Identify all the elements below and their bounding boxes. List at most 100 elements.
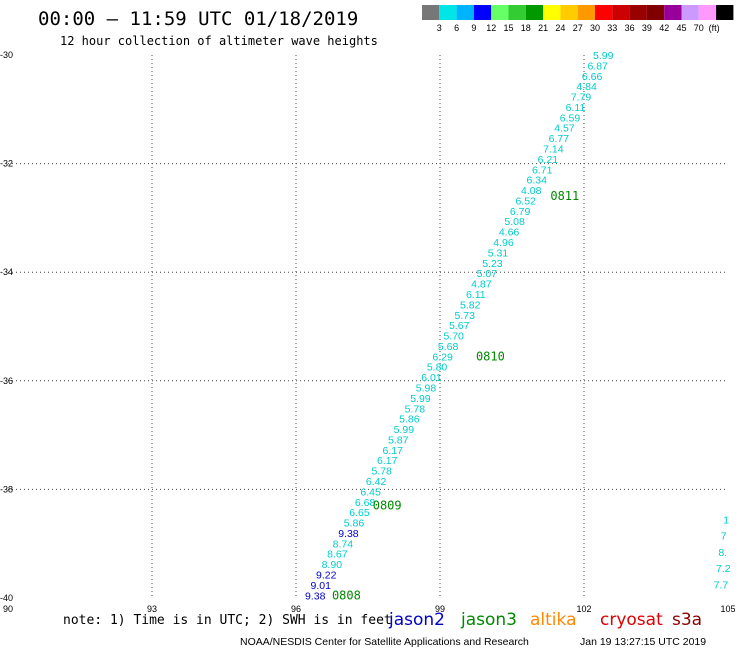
y-tick-label: -34 <box>0 267 13 277</box>
colorbar-label: 24 <box>555 23 565 33</box>
plot-grid <box>8 55 728 598</box>
edge-value-label: 7.7 <box>714 579 729 591</box>
colorbar-swatch <box>543 5 561 20</box>
time-label: 0808 <box>332 588 361 602</box>
colorbar-swatch <box>508 5 526 20</box>
track-value-label: 6.79 <box>510 206 531 218</box>
colorbar-swatch <box>577 5 595 20</box>
colorbar-label: 15 <box>503 23 513 33</box>
track-value-label: 5.31 <box>488 247 509 259</box>
x-tick-label: 90 <box>3 604 13 614</box>
colorbar-swatch <box>716 5 734 20</box>
y-tick-label: -30 <box>0 50 13 60</box>
legend-cryosat: cryosat <box>600 610 663 630</box>
chart-subtitle: 12 hour collection of altimeter wave hei… <box>60 34 378 48</box>
track-value-label: 6.45 <box>360 486 381 498</box>
track-value-label: 4.08 <box>521 185 542 197</box>
time-label: 0809 <box>373 499 402 513</box>
track-value-label: 5.07 <box>477 268 498 280</box>
track-value-label: 5.78 <box>405 403 426 415</box>
track-value-label: 6.29 <box>432 351 453 363</box>
note-text: note: 1) Time is in UTC; 2) SWH is in fe… <box>63 613 392 628</box>
track-value-label: 5.68 <box>438 341 459 353</box>
track-value-label: 8.67 <box>327 549 348 561</box>
track-value-label: 5.67 <box>449 320 470 332</box>
colorbar: 3 6 9 12 15 18 21 24 27 30 33 36 39 42 45 70 (ft) <box>422 5 734 33</box>
legend-altika: altika <box>530 610 577 630</box>
track-value-label: 5.99 <box>394 424 415 436</box>
edge-value-label: 8. <box>718 547 727 559</box>
colorbar-swatch <box>560 5 578 20</box>
colorbar-label: 27 <box>573 23 583 33</box>
track-value-label: 5.99 <box>593 50 614 62</box>
colorbar-label: 6 <box>454 23 459 33</box>
track-value-label: 6.11 <box>466 289 486 301</box>
colorbar-label: 33 <box>607 23 617 33</box>
track-value-label: 6.21 <box>538 154 559 166</box>
legend-s3a: s3a <box>672 610 702 630</box>
track-value-label: 6.87 <box>587 60 608 72</box>
colorbar-unit: (ft) <box>709 23 720 33</box>
track-value-label: 6.71 <box>532 164 553 176</box>
colorbar-swatch <box>439 5 457 20</box>
y-tick-label: -32 <box>0 159 13 169</box>
timestamp-text: Jan 19 13:27:15 UTC 2019 <box>580 636 706 648</box>
track-value-label: 8.74 <box>333 538 354 550</box>
colorbar-label: 39 <box>642 23 652 33</box>
legend-jason2: jason2 <box>388 610 445 630</box>
colorbar-label: 45 <box>676 23 686 33</box>
colorbar-label: 3 <box>437 23 442 33</box>
track-value-label: 6.17 <box>383 445 404 457</box>
colorbar-label: 21 <box>538 23 548 33</box>
track-value-label: 5.82 <box>460 299 481 311</box>
track-value-label: 9.01 <box>311 580 332 592</box>
legend-jason3: jason3 <box>460 610 517 630</box>
track-value-label: 6.66 <box>582 71 603 83</box>
track-value-label: 4.66 <box>499 227 520 239</box>
colorbar-label: 12 <box>486 23 496 33</box>
credit-text: NOAA/NESDIS Center for Satellite Applica… <box>240 636 529 648</box>
x-tick-label: 99 <box>435 604 445 614</box>
track-value-label: 9.22 <box>316 570 337 582</box>
edge-value-label: 7 <box>721 531 727 543</box>
track-value-label: 7.79 <box>571 92 592 104</box>
y-axis: -30 -32 -34 -36 -38 -40 <box>0 50 13 603</box>
track-value-label: 5.98 <box>416 382 437 394</box>
edge-value-label: 7.2 <box>716 563 731 575</box>
track-value-label: 6.65 <box>349 507 370 519</box>
colorbar-label: 30 <box>590 23 600 33</box>
colorbar-label: 70 <box>694 23 704 33</box>
colorbar-swatch <box>595 5 613 20</box>
track-value-label: 9.38 <box>338 528 359 540</box>
track-value-label: 5.99 <box>410 393 431 405</box>
track-value-label: 8.90 <box>322 559 343 571</box>
time-labels: 0808 0809 0810 0811 <box>332 189 579 602</box>
colorbar-swatch <box>664 5 682 20</box>
time-label: 0811 <box>550 189 579 203</box>
x-tick-label: 93 <box>147 604 157 614</box>
track-value-label: 4.96 <box>493 237 514 249</box>
colorbar-swatch <box>698 5 717 20</box>
track-value-label: 6.42 <box>366 476 387 488</box>
colorbar-swatch <box>473 5 492 20</box>
wave-height-track: 9.389.019.228.908.678.749.385.866.656.68… <box>305 50 614 602</box>
track-value-label: 4.87 <box>471 279 492 291</box>
track-value-label: 5.87 <box>388 434 409 446</box>
x-tick-label: 102 <box>576 604 591 614</box>
colorbar-swatch <box>646 5 665 20</box>
track-value-label: 5.70 <box>443 331 464 343</box>
colorbar-swatch <box>525 5 544 20</box>
track-value-label: 9.38 <box>305 590 326 602</box>
colorbar-swatch <box>422 5 440 20</box>
track-value-label: 5.86 <box>344 518 365 530</box>
y-tick-label: -36 <box>0 376 13 386</box>
colorbar-swatch <box>681 5 699 20</box>
track-value-label: 6.52 <box>515 195 536 207</box>
track-value-label: 6.68 <box>355 497 376 509</box>
colorbar-swatch <box>491 5 509 20</box>
track-value-label: 4.57 <box>554 123 575 135</box>
track-value-label: 6.77 <box>549 133 570 145</box>
chart-title: 00:00 – 11:59 UTC 01/18/2019 <box>38 8 358 30</box>
track-value-label: 5.08 <box>504 216 525 228</box>
